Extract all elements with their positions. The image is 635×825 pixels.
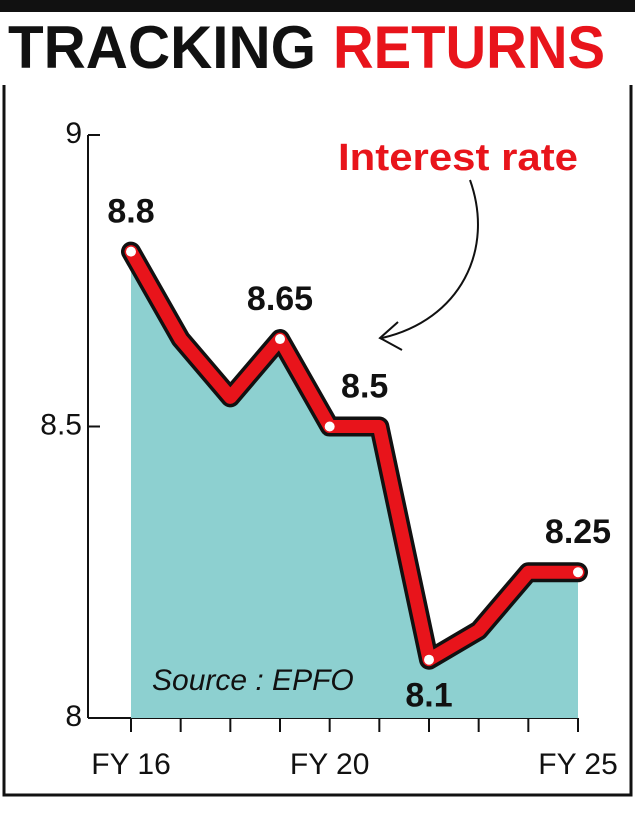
point-marker [275,334,285,345]
plot: 8 8.5 9 FY 16 FY 20 FY 25 8.8 8.65 8.5 8.1 8.25 [40,117,617,781]
annotation-arrow [381,179,479,339]
source-note: Source : EPFO [152,664,354,697]
point-marker [424,654,434,665]
area [131,251,578,718]
data-label: 8.5 [341,367,388,405]
data-label: 8.8 [107,193,154,231]
data-label: 8.25 [545,513,611,551]
point-marker [126,246,136,257]
data-label: 8.1 [405,677,452,715]
annotation: Interest rate [338,137,578,179]
chart-title: TRACKING [8,14,316,81]
top-bar [0,0,635,12]
x-tick-label: FY 20 [290,748,370,781]
annotation-arrowhead [378,321,403,351]
point-marker [573,567,583,578]
x-tick-label: FY 25 [538,748,618,781]
data-label: 8.65 [247,280,313,318]
frame [2,85,633,797]
y-tick-label: 8 [65,700,82,733]
y-tick-label: 9 [65,117,82,150]
y-tick-label: 8.5 [40,408,82,441]
chart-title-highlight: RETURNS [333,14,605,81]
x-tick-label: FY 16 [91,748,171,781]
line [124,245,585,667]
point-marker [324,421,335,432]
